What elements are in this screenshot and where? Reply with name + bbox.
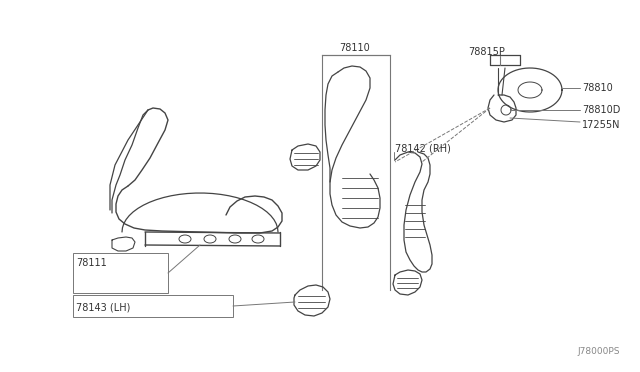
Text: 78142 (RH): 78142 (RH) bbox=[395, 143, 451, 153]
Text: 78815P: 78815P bbox=[468, 47, 505, 57]
Text: 78810D: 78810D bbox=[582, 105, 620, 115]
Text: 78110: 78110 bbox=[340, 43, 371, 53]
Text: 78111: 78111 bbox=[76, 258, 107, 268]
Text: 78143 (LH): 78143 (LH) bbox=[76, 302, 131, 312]
Text: J78000PS: J78000PS bbox=[577, 347, 620, 356]
Text: 78810: 78810 bbox=[582, 83, 612, 93]
Text: 17255N: 17255N bbox=[582, 120, 621, 130]
